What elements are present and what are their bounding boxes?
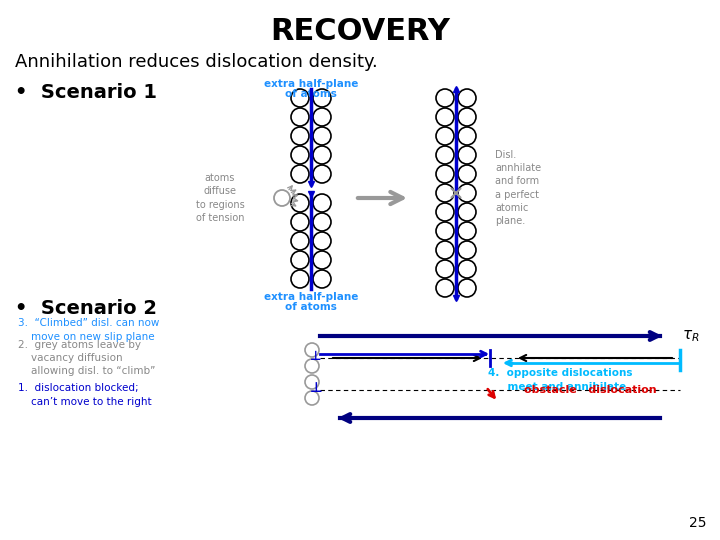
Circle shape: [458, 260, 476, 278]
Circle shape: [313, 146, 331, 164]
Circle shape: [458, 165, 476, 183]
Circle shape: [436, 184, 454, 202]
Circle shape: [313, 251, 331, 269]
Circle shape: [458, 127, 476, 145]
Circle shape: [458, 108, 476, 126]
Circle shape: [436, 146, 454, 164]
Circle shape: [458, 89, 476, 107]
Circle shape: [313, 232, 331, 250]
Text: 1.  dislocation blocked;
    can’t move to the right: 1. dislocation blocked; can’t move to th…: [18, 383, 152, 407]
Circle shape: [436, 222, 454, 240]
Circle shape: [458, 184, 476, 202]
Text: of atoms: of atoms: [285, 89, 337, 99]
Text: 25: 25: [688, 516, 706, 530]
Circle shape: [305, 375, 319, 389]
Circle shape: [305, 391, 319, 405]
Circle shape: [436, 241, 454, 259]
Circle shape: [274, 190, 290, 206]
Circle shape: [291, 270, 309, 288]
Circle shape: [291, 89, 309, 107]
Circle shape: [436, 165, 454, 183]
Circle shape: [313, 127, 331, 145]
Text: ⊥: ⊥: [310, 349, 322, 362]
Circle shape: [436, 279, 454, 297]
Text: atoms
diffuse
to regions
of tension: atoms diffuse to regions of tension: [196, 173, 244, 223]
Circle shape: [291, 108, 309, 126]
Circle shape: [291, 251, 309, 269]
Circle shape: [458, 146, 476, 164]
Circle shape: [313, 89, 331, 107]
Text: •  Scenario 2: • Scenario 2: [15, 299, 157, 318]
Text: •  Scenario 1: • Scenario 1: [15, 83, 157, 102]
Text: Disl.
annhilate
and form
a perfect
atomic
plane.: Disl. annhilate and form a perfect atomi…: [495, 150, 541, 226]
Circle shape: [436, 203, 454, 221]
Circle shape: [291, 127, 309, 145]
Circle shape: [305, 343, 319, 357]
Circle shape: [313, 108, 331, 126]
Circle shape: [291, 146, 309, 164]
Text: 4.  opposite dislocations
    meet and annihilate: 4. opposite dislocations meet and annihi…: [487, 368, 632, 392]
Text: extra half-plane: extra half-plane: [264, 79, 358, 89]
Circle shape: [458, 222, 476, 240]
Circle shape: [291, 165, 309, 183]
Circle shape: [291, 232, 309, 250]
Circle shape: [291, 213, 309, 231]
Text: obstacle   dislocation: obstacle dislocation: [523, 385, 657, 395]
Circle shape: [291, 194, 309, 212]
Text: Annihilation reduces dislocation density.: Annihilation reduces dislocation density…: [15, 53, 378, 71]
Circle shape: [305, 359, 319, 373]
Text: 2.  grey atoms leave by
    vacancy diffusion
    allowing disl. to “climb”: 2. grey atoms leave by vacancy diffusion…: [18, 340, 156, 376]
Circle shape: [436, 108, 454, 126]
Circle shape: [313, 213, 331, 231]
Circle shape: [436, 260, 454, 278]
Circle shape: [458, 203, 476, 221]
Circle shape: [436, 127, 454, 145]
Circle shape: [458, 279, 476, 297]
Circle shape: [313, 194, 331, 212]
Text: 3.  “Climbed” disl. can now
    move on new slip plane: 3. “Climbed” disl. can now move on new s…: [18, 319, 159, 342]
Text: ⊥: ⊥: [310, 381, 323, 395]
Text: extra half-plane: extra half-plane: [264, 292, 358, 302]
Text: RECOVERY: RECOVERY: [270, 17, 450, 46]
Circle shape: [313, 165, 331, 183]
Circle shape: [458, 241, 476, 259]
Text: of atoms: of atoms: [285, 302, 337, 312]
Circle shape: [313, 270, 331, 288]
Circle shape: [436, 89, 454, 107]
Text: $\tau_R$: $\tau_R$: [682, 328, 700, 344]
